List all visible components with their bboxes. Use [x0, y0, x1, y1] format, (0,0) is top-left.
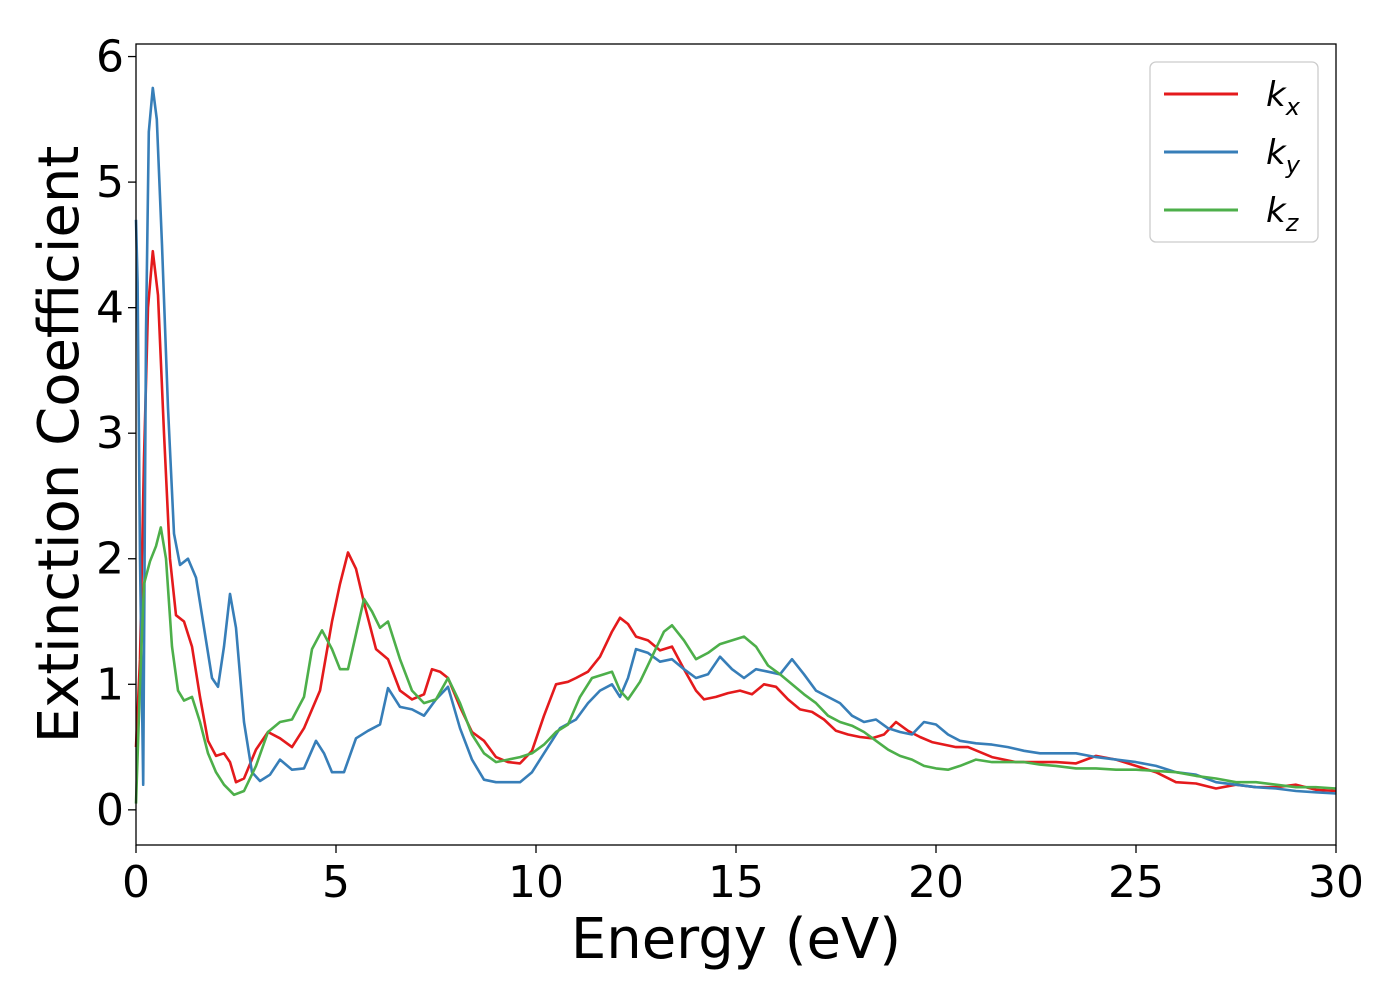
legend-label-subscript: y [1285, 151, 1301, 179]
legend-label-main: k [1266, 75, 1287, 115]
x-tick-label: 5 [322, 857, 350, 908]
x-tick-label: 25 [1108, 857, 1164, 908]
x-tick-label: 20 [908, 857, 964, 908]
legend-label-subscript: z [1285, 209, 1300, 237]
y-axis-label: Extinction Coefficient [27, 146, 92, 744]
y-tick-label: 4 [96, 283, 124, 334]
y-tick-label: 1 [96, 659, 124, 710]
series-line-kx [134, 249, 1337, 793]
legend-label-main: k [1266, 191, 1287, 231]
legend-label-subscript: x [1285, 93, 1301, 121]
x-tick-label: 10 [508, 857, 564, 908]
legend-label: kz [1266, 191, 1300, 237]
x-axis-label: Energy (eV) [571, 907, 901, 972]
x-tick-label: 15 [708, 857, 764, 908]
legend-label: kx [1266, 75, 1301, 121]
series-line-ky [134, 86, 1337, 795]
series-line-kz [134, 526, 1337, 804]
y-tick-label: 0 [96, 785, 124, 836]
y-tick-label: 6 [96, 32, 124, 83]
x-tick-label: 30 [1308, 857, 1364, 908]
series-layer [134, 86, 1337, 804]
ticks-layer: 0 5 10 15 20 25 30 0 1 2 3 4 5 6 [96, 32, 1364, 908]
y-tick-label: 2 [96, 534, 124, 585]
y-tick-label: 5 [96, 157, 124, 208]
y-tick-label: 3 [96, 408, 124, 459]
legend-label-main: k [1266, 133, 1287, 173]
x-tick-label: 0 [122, 857, 150, 908]
legend-label: ky [1266, 133, 1301, 179]
